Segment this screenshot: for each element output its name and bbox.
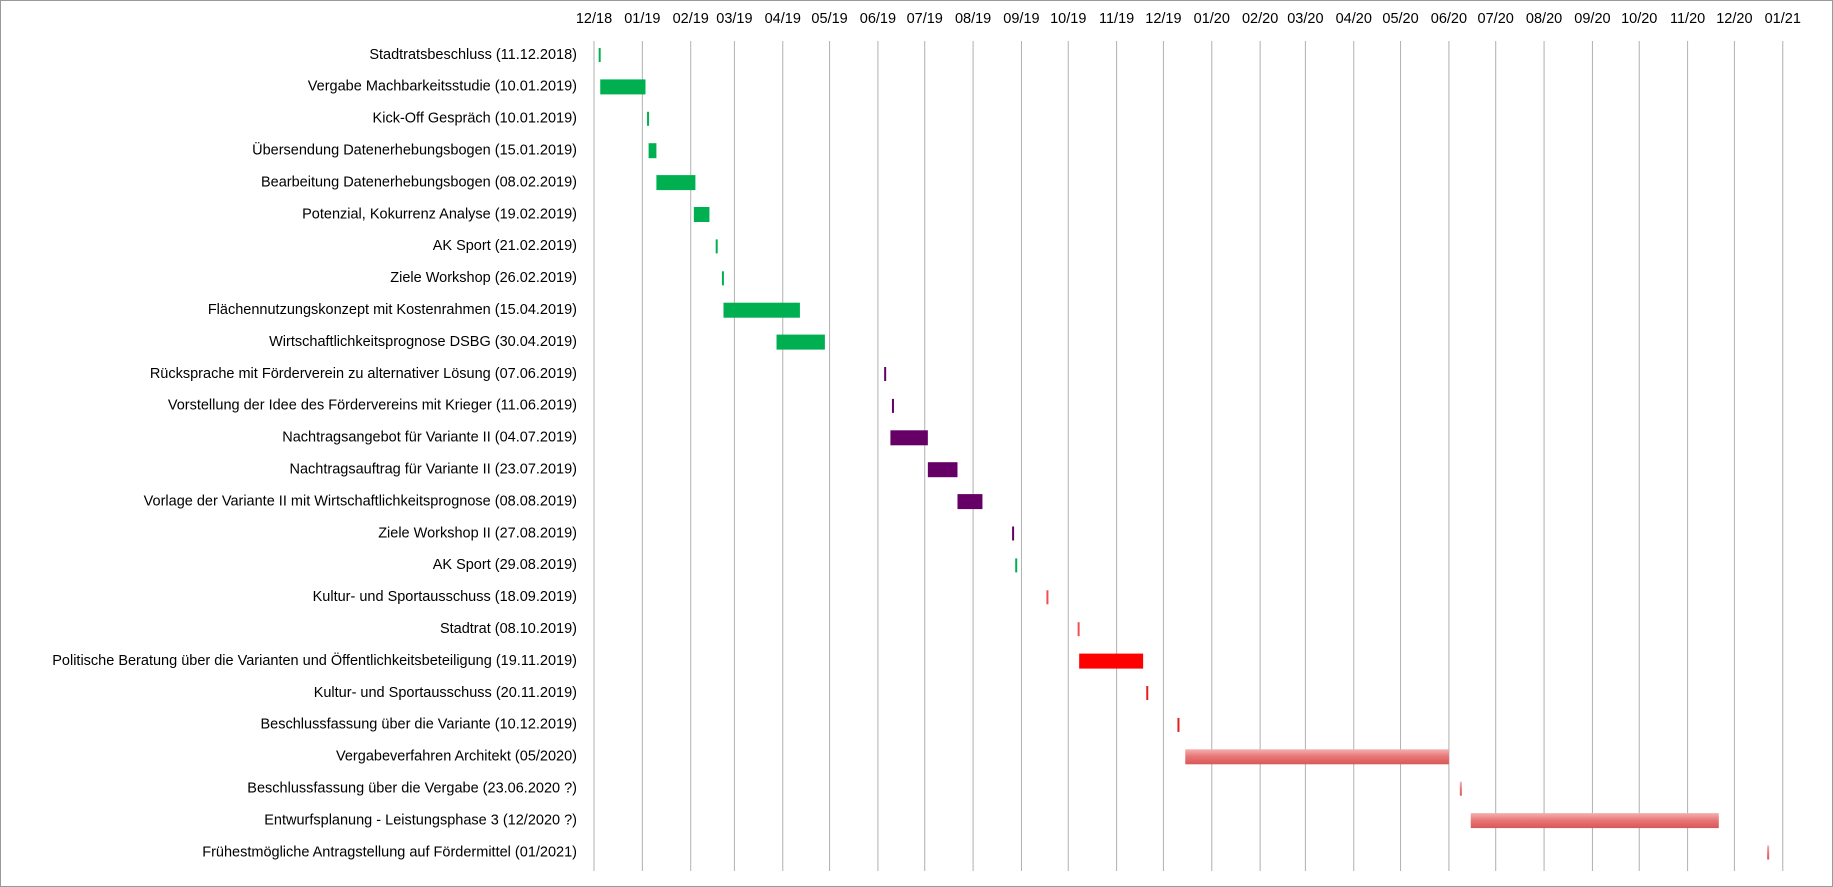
task-bar [884, 367, 887, 381]
task-label: Beschlussfassung über die Vergabe (23.06… [247, 781, 577, 797]
task-bar [1459, 781, 1462, 796]
task-bar [647, 111, 650, 126]
x-tick-label: 07/19 [907, 11, 943, 27]
task-label: Politische Beratung über die Varianten u… [52, 651, 577, 669]
task-bar [648, 143, 657, 159]
task-bar [1767, 845, 1770, 860]
task-label: Entwurfsplanung - Leistungsphase 3 (12/2… [264, 812, 577, 828]
task-label: Bearbeitung Datenerhebungsbogen (08.02.2… [261, 174, 577, 190]
task-label: Frühestmögliche Antragstellung auf Förde… [202, 844, 577, 860]
x-tick-label: 02/19 [673, 11, 709, 27]
x-tick-label: 10/19 [1050, 11, 1086, 27]
task-bar [1079, 653, 1144, 669]
task-label: Flächennutzungskonzept mit Kostenrahmen … [208, 302, 577, 318]
task-bar [723, 302, 800, 318]
x-tick-label: 06/20 [1431, 11, 1467, 27]
task-label: Nachtragsauftrag für Variante II (23.07.… [290, 462, 577, 478]
task-label: Vergabeverfahren Architekt (05/2020) [336, 749, 577, 765]
task-label: Stadtratsbeschluss (11.12.2018) [369, 47, 577, 63]
x-tick-label: 02/20 [1242, 11, 1278, 27]
task-bar [1185, 749, 1449, 765]
x-tick-label: 08/19 [955, 11, 991, 27]
task-label: Ziele Workshop II (27.08.2019) [378, 525, 577, 541]
task-bar [721, 271, 724, 286]
x-tick-label: 12/20 [1716, 11, 1752, 27]
task-bar [600, 79, 646, 95]
task-bar [598, 48, 601, 62]
task-bar [1146, 686, 1149, 700]
task-label: Potenzial, Kokurrenz Analyse (19.02.2019… [302, 206, 577, 222]
task-label: AK Sport (21.02.2019) [433, 238, 577, 254]
task-label: Nachtragsangebot für Variante II (04.07.… [282, 430, 577, 446]
task-bar [1077, 622, 1080, 637]
task-label: Rücksprache mit Förderverein zu alternat… [150, 366, 577, 382]
x-tick-label: 05/19 [811, 11, 847, 27]
task-label: Kultur- und Sportausschuss (18.09.2019) [313, 589, 577, 605]
x-tick-label: 08/20 [1526, 11, 1562, 27]
task-bar [656, 175, 696, 191]
x-tick-label: 10/20 [1621, 11, 1657, 27]
task-bar [927, 462, 958, 478]
task-label: Übersendung Datenerhebungsbogen (15.01.2… [252, 141, 577, 159]
task-label: Wirtschaftlichkeitsprognose DSBG (30.04.… [269, 334, 577, 350]
task-label: Beschlussfassung über die Variante (10.1… [260, 717, 577, 733]
task-bar [776, 334, 825, 350]
task-label: Vorstellung der Idee des Fördervereins m… [168, 398, 577, 414]
task-bar [693, 207, 710, 222]
x-tick-label: 11/19 [1099, 11, 1134, 27]
task-label: Kultur- und Sportausschuss (20.11.2019) [314, 685, 577, 701]
x-tick-label: 09/19 [1003, 11, 1039, 27]
task-label: Kick-Off Gespräch (10.01.2019) [373, 111, 577, 127]
x-tick-label: 05/20 [1382, 11, 1418, 27]
task-label: AK Sport (29.08.2019) [433, 557, 577, 573]
task-bar [890, 430, 928, 446]
x-tick-label: 12/18 [576, 11, 612, 27]
task-bar [715, 239, 718, 254]
task-label: Vergabe Machbarkeitsstudie (10.01.2019) [308, 79, 577, 95]
x-tick-label: 03/19 [716, 11, 752, 27]
task-bar [1177, 717, 1180, 732]
task-label: Ziele Workshop (26.02.2019) [390, 270, 577, 286]
x-tick-label: 06/19 [860, 11, 896, 27]
x-tick-label: 11/20 [1670, 11, 1705, 27]
x-tick-label: 01/21 [1765, 11, 1801, 27]
task-bar [1015, 558, 1018, 573]
x-tick-label: 04/19 [765, 11, 801, 27]
task-label: Vorlage der Variante II mit Wirtschaftli… [144, 493, 577, 509]
x-tick-label: 03/20 [1287, 11, 1323, 27]
x-tick-label: 07/20 [1478, 11, 1514, 27]
x-tick-label: 09/20 [1574, 11, 1610, 27]
x-tick-label: 01/20 [1194, 11, 1230, 27]
task-bar [1012, 526, 1015, 541]
task-bar [1046, 590, 1049, 605]
task-label: Stadtrat (08.10.2019) [440, 621, 577, 637]
task-bar [891, 398, 894, 413]
x-tick-label: 01/19 [624, 11, 660, 27]
task-bar [957, 494, 983, 510]
task-bar [1470, 813, 1719, 829]
x-tick-label: 12/19 [1145, 11, 1181, 27]
x-tick-label: 04/20 [1336, 11, 1372, 27]
